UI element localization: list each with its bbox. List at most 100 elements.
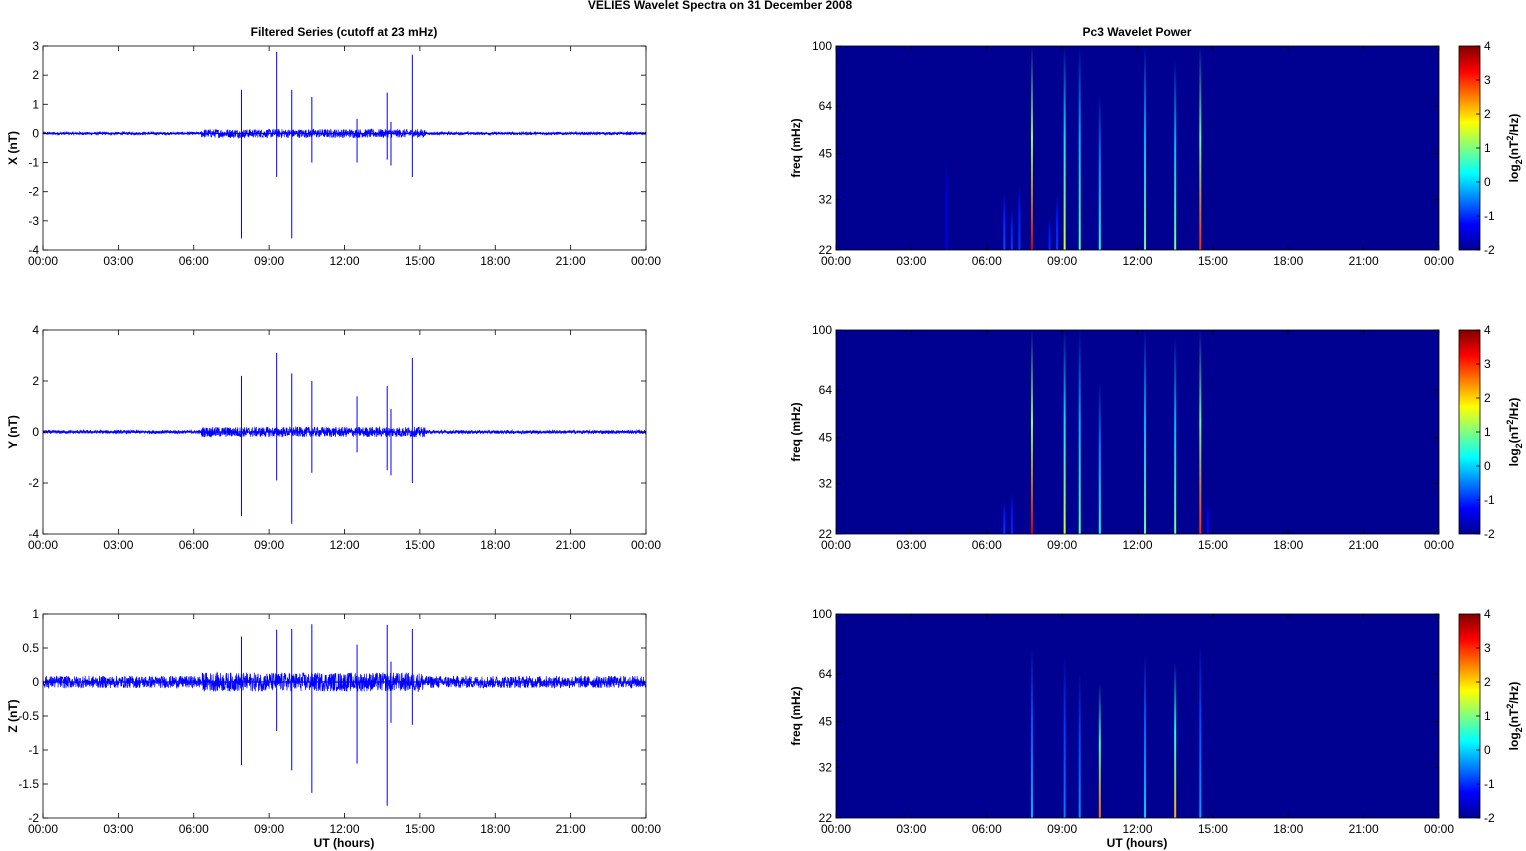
z-power-colorbar-tick-label: 3 xyxy=(1484,641,1491,655)
x-power-colorbar-label-part: (nT xyxy=(1507,140,1521,159)
z-power-power-background xyxy=(836,614,1439,818)
x-power-colorbar-label-superscript: 2 xyxy=(1505,136,1515,141)
z-power-ytick-label: 100 xyxy=(812,607,832,621)
z-series-panel: 00:00 03:00 06:00 09:00 12:00 15:00 18:00 21:00… xyxy=(6,607,661,836)
z-power-xtick-label: 21:00 xyxy=(1349,822,1379,836)
z-series-xtick-label: 18:00 xyxy=(480,822,510,836)
z-power-colorbar-tick-label: 4 xyxy=(1484,607,1491,621)
figure-title: VELIES Wavelet Spectra on 31 December 20… xyxy=(588,0,853,12)
y-series-panel: 00:00 03:00 06:00 09:00 12:00 15:00 18:00 21:00… xyxy=(6,323,661,552)
z-power-power-streak xyxy=(1144,652,1147,818)
y-series-xtick-label: 03:00 xyxy=(103,538,133,552)
y-series-ytick-label: 2 xyxy=(32,374,39,388)
x-series-xtick-label: 00:00 xyxy=(28,254,58,268)
x-power-power-streak xyxy=(1199,46,1202,250)
x-series-plot-area xyxy=(43,46,646,250)
y-power-xtick-label: 09:00 xyxy=(1047,538,1077,552)
x-power-power-streak xyxy=(1056,195,1059,250)
y-power-ytick-label: 32 xyxy=(819,477,833,491)
x-power-power-streak xyxy=(1174,60,1177,251)
y-power-ytick-label: 64 xyxy=(819,383,833,397)
x-series-xtick-label: 21:00 xyxy=(556,254,586,268)
x-power-panel: 00:00 03:00 06:00 09:00 12:00 15:00 18:00 21:00… xyxy=(789,39,1524,268)
x-series-xtick-label: 06:00 xyxy=(179,254,209,268)
x-power-power-streak xyxy=(945,156,948,250)
y-power-xtick-label: 00:00 xyxy=(821,538,851,552)
x-power-colorbar-tick-label: -1 xyxy=(1484,209,1495,223)
x-series-ytick-label: 2 xyxy=(32,68,39,82)
x-power-xtick-label: 15:00 xyxy=(1198,254,1228,268)
y-power-power-streak xyxy=(1003,501,1006,534)
y-power-colorbar-tick-label: 4 xyxy=(1484,323,1491,337)
y-power-colorbar-tick-label: -1 xyxy=(1484,493,1495,507)
z-power-xtick-label: 06:00 xyxy=(972,822,1002,836)
x-power-ytick-label: 22 xyxy=(819,243,833,257)
y-power-power-streak xyxy=(1206,501,1209,534)
y-power-power-streak xyxy=(1030,330,1033,534)
y-power-colorbar-tick-label: 1 xyxy=(1484,425,1491,439)
y-series-ytick-label: 0 xyxy=(32,425,39,439)
x-series-ytick-label: 3 xyxy=(32,39,39,53)
z-power-power-streak xyxy=(1030,644,1033,818)
z-series-xtick-label: 09:00 xyxy=(254,822,284,836)
z-series-ytick-label: 0.5 xyxy=(22,641,39,655)
x-power-colorbar-tick-label: -2 xyxy=(1484,243,1495,257)
y-power-colorbar-label-part: log xyxy=(1507,448,1521,466)
z-power-xtick-label: 09:00 xyxy=(1047,822,1077,836)
x-power-colorbar-tick-label: 0 xyxy=(1484,175,1491,189)
y-power-xtick-label: 06:00 xyxy=(972,538,1002,552)
y-power-colorbar-tick-label: -2 xyxy=(1484,527,1495,541)
x-power-ytick-label: 64 xyxy=(819,99,833,113)
z-series-ytick-label: -1.5 xyxy=(18,777,39,791)
z-power-colorbar-tick-label: -1 xyxy=(1484,777,1495,791)
x-power-xtick-label: 18:00 xyxy=(1273,254,1303,268)
x-series-panel: 00:00 03:00 06:00 09:00 12:00 15:00 18:00 21:00… xyxy=(6,39,661,268)
z-power-colorbar-tick-label: -2 xyxy=(1484,811,1495,825)
x-power-colorbar-label-part: log xyxy=(1507,164,1521,182)
x-series-xtick-label: 12:00 xyxy=(329,254,359,268)
z-series-ytick-label: -2 xyxy=(28,811,39,825)
x-power-power-streak xyxy=(1063,46,1066,250)
y-series-xtick-label: 21:00 xyxy=(556,538,586,552)
left-x-axis-label: UT (hours) xyxy=(314,836,375,850)
y-power-ytick-label: 22 xyxy=(819,527,833,541)
z-series-ytick-label: -0.5 xyxy=(18,709,39,723)
z-power-power-streak xyxy=(1174,662,1177,818)
y-power-colorbar-label-part: /Hz) xyxy=(1507,398,1521,420)
x-series-ylabel: X (nT) xyxy=(6,131,20,165)
x-power-colorbar-tick-label: 1 xyxy=(1484,141,1491,155)
x-power-power-streak xyxy=(1018,183,1021,250)
z-power-power-streak xyxy=(1078,672,1081,818)
z-power-colorbar-label-part: log xyxy=(1507,732,1521,750)
y-power-xtick-label: 15:00 xyxy=(1198,538,1228,552)
x-series-ytick-label: -4 xyxy=(28,243,39,257)
z-series-ylabel: Z (nT) xyxy=(6,699,20,732)
x-series-ytick-label: -1 xyxy=(28,156,39,170)
y-power-colorbar-label-subscript: 2 xyxy=(1514,443,1524,448)
y-series-xtick-label: 12:00 xyxy=(329,538,359,552)
x-series-ytick-label: 0 xyxy=(32,126,39,140)
y-series-ytick-label: -4 xyxy=(28,527,39,541)
y-series-xtick-label: 09:00 xyxy=(254,538,284,552)
y-power-ytick-label: 100 xyxy=(812,323,832,337)
z-series-xtick-label: 12:00 xyxy=(329,822,359,836)
y-series-ylabel: Y (nT) xyxy=(6,415,20,449)
y-series-ytick-label: 4 xyxy=(32,323,39,337)
z-series-xtick-label: 06:00 xyxy=(179,822,209,836)
x-series-ytick-label: -3 xyxy=(28,214,39,228)
x-power-power-background xyxy=(836,46,1439,250)
y-power-colorbar-tick-label: 0 xyxy=(1484,459,1491,473)
x-power-colorbar-tick-label: 4 xyxy=(1484,39,1491,53)
y-power-colorbar-tick-label: 2 xyxy=(1484,391,1491,405)
y-power-xtick-label: 18:00 xyxy=(1273,538,1303,552)
y-power-colorbar-label: log2(nT2/Hz) xyxy=(1505,398,1524,467)
y-series-ytick-label: -2 xyxy=(28,476,39,490)
y-power-power-streak xyxy=(1078,330,1081,534)
y-power-panel: 00:00 03:00 06:00 09:00 12:00 15:00 18:00 21:00… xyxy=(789,323,1524,552)
y-power-ylabel: freq (mHz) xyxy=(789,402,803,461)
x-power-ytick-label: 100 xyxy=(812,39,832,53)
y-power-power-streak xyxy=(1174,336,1177,534)
x-power-xtick-label: 06:00 xyxy=(972,254,1002,268)
z-series-trace xyxy=(42,671,647,692)
x-series-xtick-label: 18:00 xyxy=(480,254,510,268)
